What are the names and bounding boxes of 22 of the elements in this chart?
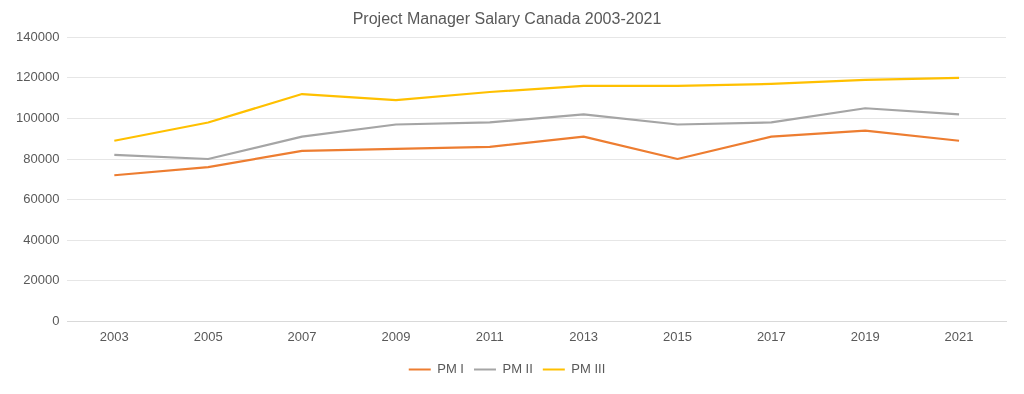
x-tick-label: 2003 [99, 328, 129, 344]
y-tick-label: 140000 [15, 28, 60, 44]
y-tick-label: 80000 [23, 150, 60, 166]
legend-label: PM I [437, 361, 464, 377]
x-tick-label: 2019 [850, 328, 880, 344]
y-tick-label: 60000 [23, 191, 60, 207]
x-tick-label: 2007 [287, 328, 317, 344]
y-tick-label: 0 [52, 312, 60, 328]
x-tick-label: 2009 [381, 328, 411, 344]
legend-label: PM III [571, 361, 606, 377]
legend-label: PM II [502, 361, 533, 377]
x-tick-label: 2017 [756, 328, 786, 344]
y-tick-label: 120000 [15, 69, 60, 85]
x-tick-label: 2005 [193, 328, 223, 344]
y-tick-label: 20000 [23, 272, 60, 288]
y-tick-label: 40000 [23, 231, 60, 247]
x-tick-label: 2013 [569, 328, 599, 344]
x-tick-label: 2011 [475, 328, 504, 344]
y-tick-label: 100000 [15, 109, 60, 125]
x-tick-label: 2015 [663, 328, 692, 344]
chart-title: Project Manager Salary Canada 2003-2021 [352, 10, 662, 28]
x-tick-label: 2021 [944, 328, 974, 344]
